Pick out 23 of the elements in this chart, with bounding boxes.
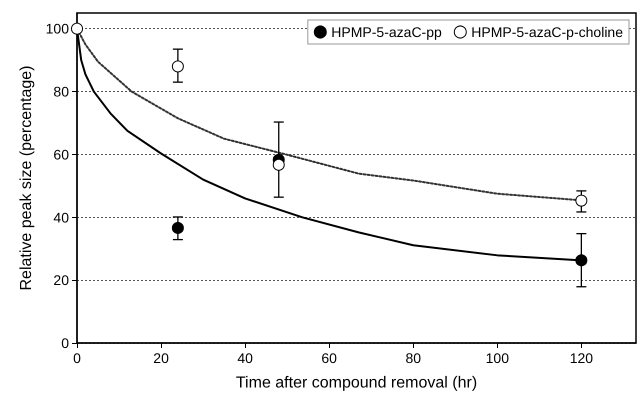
x-tick-label: 40 — [237, 350, 254, 366]
x-tick-label: 20 — [153, 350, 170, 366]
y-tick-label: 0 — [61, 335, 70, 351]
x-tick-label: 60 — [321, 350, 338, 366]
point — [172, 60, 184, 72]
y-tick-label: 100 — [46, 20, 70, 37]
x-tick-label: 100 — [486, 350, 510, 366]
x-axis-title: Time after compound removal (hr) — [236, 374, 478, 392]
y-tick-label: 80 — [53, 84, 70, 100]
point — [575, 254, 588, 266]
point — [71, 22, 83, 35]
x-tick-label: 80 — [405, 350, 422, 366]
point — [172, 222, 184, 234]
point — [575, 194, 588, 207]
y-tick-label: 20 — [53, 272, 70, 288]
legend-label: HPMP-5-azaC-pp — [331, 24, 442, 40]
point — [272, 158, 285, 171]
x-tick-label: 120 — [570, 350, 594, 366]
y-tick-label: 60 — [53, 146, 70, 162]
y-tick-label: 40 — [53, 209, 70, 226]
legend-label: HPMP-5-azaC-p-choline — [471, 24, 624, 40]
x-tick-label: 0 — [73, 350, 82, 366]
y-axis-title: Relative peak size (percentage) — [18, 65, 36, 291]
